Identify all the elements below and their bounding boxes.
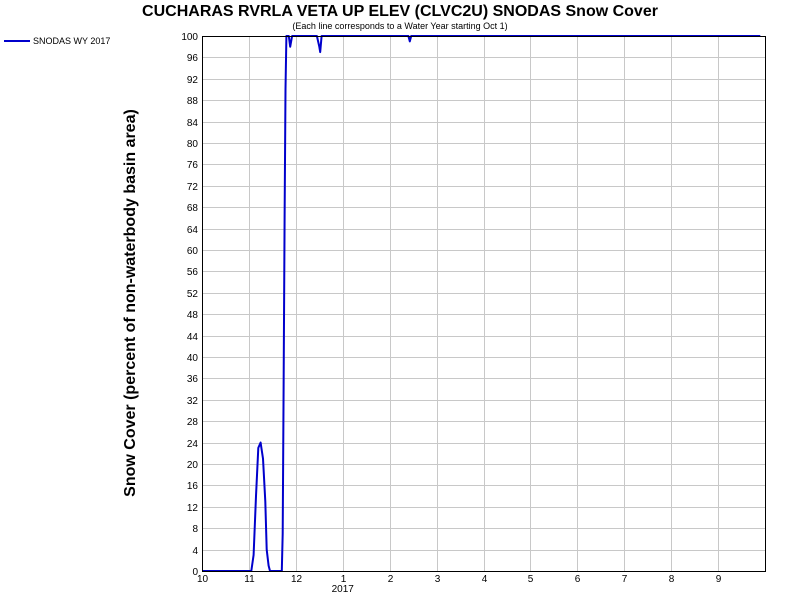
y-tick-label: 72 [187,182,199,193]
y-tick-label: 56 [187,267,199,278]
x-tick-label: 7 [622,574,628,585]
y-tick-label: 100 [181,32,198,43]
x-tick-label: 8 [669,574,675,585]
y-tick-label: 32 [187,396,199,407]
y-tick-label: 48 [187,310,199,321]
x-tick-label: 5 [528,574,534,585]
y-tick-label: 88 [187,96,199,107]
x-tick-label: 4 [482,574,488,585]
y-tick-label: 92 [187,75,199,86]
series-line [202,35,761,572]
x-tick-label: 6 [575,574,581,585]
x-tick-label: 9 [716,574,722,585]
x-tick-label: 3 [435,574,441,585]
x-tick-label: 1 [341,574,347,585]
grid-lines [202,36,765,572]
x-tick-label: 2 [388,574,394,585]
x-tick-labels: 10 11 12 1 2 3 4 5 6 7 8 9 [197,574,722,585]
y-tick-label: 8 [192,524,198,535]
y-tick-labels: 0481216202428323640444852566064687276808… [181,32,198,578]
x-tick-label: 10 [197,574,209,585]
legend: SNODAS WY 2017 [4,36,110,46]
x-tick-label: 12 [291,574,303,585]
plot-frame [202,36,766,572]
y-tick-label: 84 [187,118,199,129]
y-tick-label: 4 [192,546,198,557]
y-tick-label: 96 [187,53,199,64]
y-axis-label: Snow Cover (percent of non-waterbody bas… [122,109,139,497]
y-tick-label: 44 [187,332,199,343]
y-tick-label: 68 [187,203,199,214]
chart-subtitle: (Each line corresponds to a Water Year s… [292,21,507,31]
y-tick-label: 40 [187,353,199,364]
y-tick-label: 80 [187,139,199,150]
y-tick-label: 16 [187,481,199,492]
legend-label: SNODAS WY 2017 [33,36,110,46]
x-year-label: 2017 [332,584,355,595]
y-tick-label: 24 [187,439,199,450]
y-tick-label: 0 [192,567,198,578]
y-tick-label: 64 [187,225,199,236]
y-tick-label: 76 [187,160,199,171]
y-tick-label: 60 [187,246,199,257]
x-tick-label: 11 [244,574,255,585]
y-tick-label: 20 [187,460,199,471]
y-tick-label: 28 [187,417,199,428]
y-tick-label: 36 [187,374,199,385]
chart-title: CUCHARAS RVRLA VETA UP ELEV (CLVC2U) SNO… [142,3,658,20]
y-tick-label: 52 [187,289,199,300]
series-layer [202,35,761,572]
y-tick-label: 12 [187,503,199,514]
